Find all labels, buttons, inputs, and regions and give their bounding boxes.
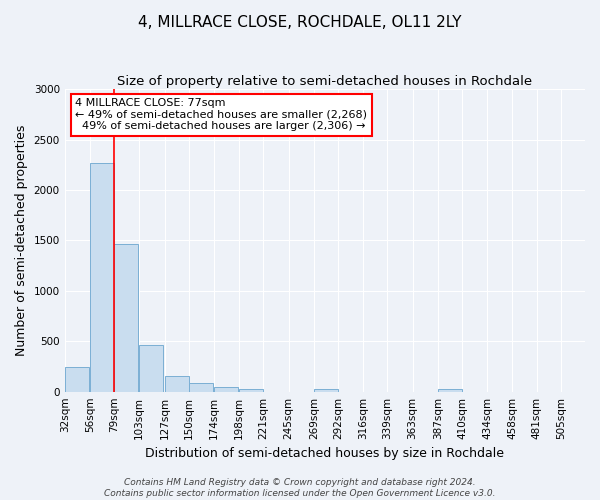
X-axis label: Distribution of semi-detached houses by size in Rochdale: Distribution of semi-detached houses by … — [145, 447, 505, 460]
Bar — [139, 346, 163, 392]
Bar — [90, 163, 114, 392]
Bar — [438, 388, 462, 392]
Y-axis label: Number of semi-detached properties: Number of semi-detached properties — [15, 124, 28, 356]
Bar — [214, 386, 238, 392]
Bar — [239, 388, 263, 392]
Text: 4 MILLRACE CLOSE: 77sqm
← 49% of semi-detached houses are smaller (2,268)
  49% : 4 MILLRACE CLOSE: 77sqm ← 49% of semi-de… — [75, 98, 367, 132]
Title: Size of property relative to semi-detached houses in Rochdale: Size of property relative to semi-detach… — [117, 75, 532, 88]
Text: 4, MILLRACE CLOSE, ROCHDALE, OL11 2LY: 4, MILLRACE CLOSE, ROCHDALE, OL11 2LY — [138, 15, 462, 30]
Bar — [114, 244, 138, 392]
Bar — [189, 383, 213, 392]
Bar — [65, 367, 89, 392]
Bar — [314, 389, 338, 392]
Bar — [164, 376, 189, 392]
Text: Contains HM Land Registry data © Crown copyright and database right 2024.
Contai: Contains HM Land Registry data © Crown c… — [104, 478, 496, 498]
